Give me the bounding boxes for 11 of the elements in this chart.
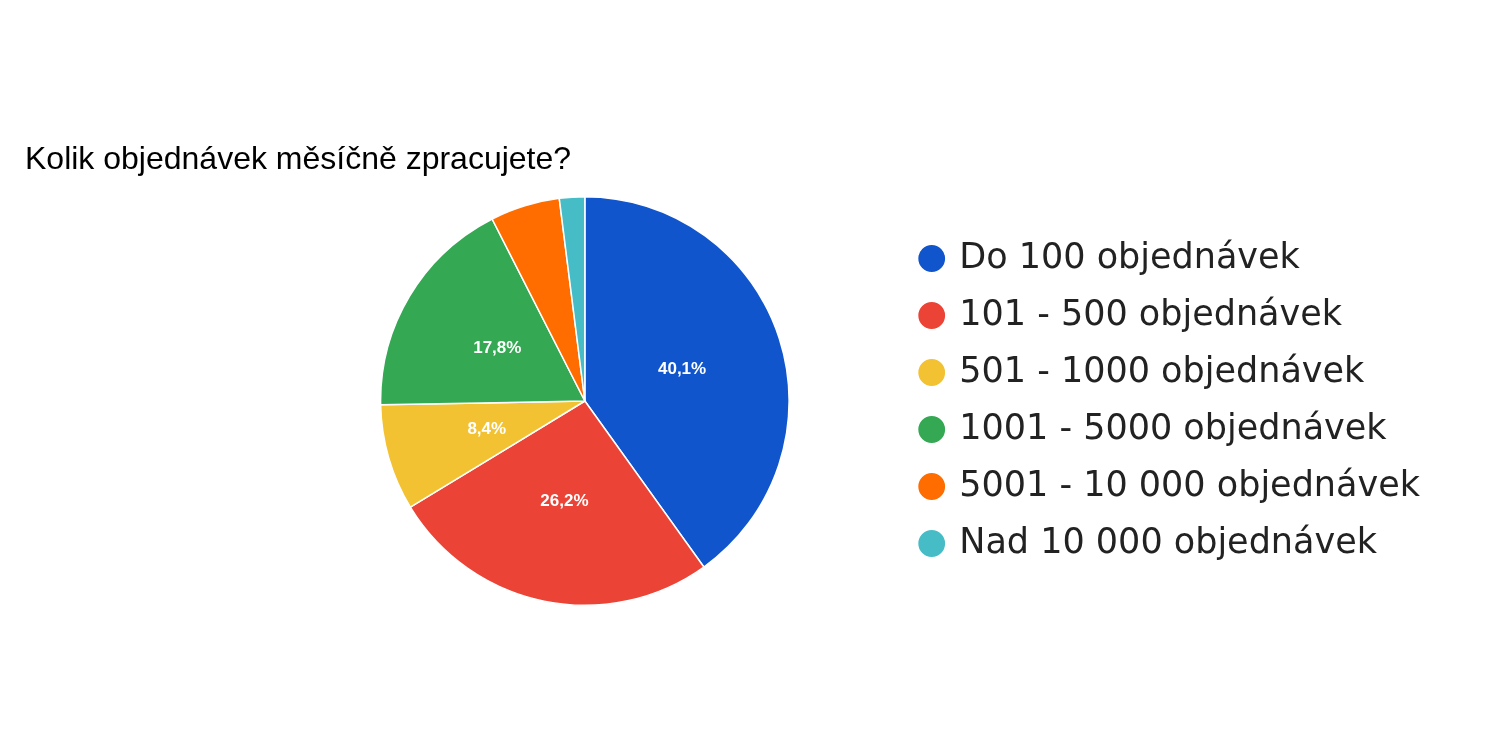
data-label: 17,8%: [473, 338, 522, 358]
legend-label: Do 100 objednávek: [959, 235, 1301, 276]
chart-title: Kolik objednávek měsíčně zpracujete?: [25, 140, 572, 177]
legend-label: 101 - 500 objednávek: [959, 292, 1343, 333]
legend-label: Nad 10 000 objednávek: [959, 520, 1378, 561]
data-label: 26,2%: [540, 490, 589, 510]
legend-label: 501 - 1000 objednávek: [959, 349, 1366, 390]
legend-label: 5001 - 10 000 objednávek: [959, 463, 1421, 504]
data-label: 8,4%: [467, 419, 507, 439]
legend-label: 1001 - 5000 objednávek: [959, 406, 1388, 447]
data-label: 40,1%: [657, 359, 707, 379]
